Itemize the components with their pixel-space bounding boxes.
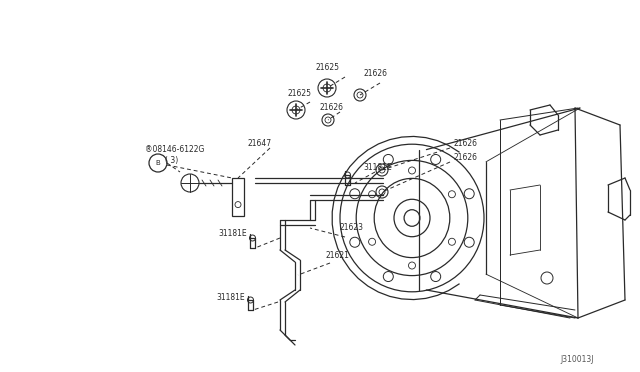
Text: 21626: 21626 [453, 153, 477, 161]
Text: 31181E: 31181E [216, 294, 244, 302]
Text: J310013J: J310013J [560, 356, 593, 365]
Text: B: B [156, 160, 161, 166]
Text: 21647: 21647 [248, 138, 272, 148]
Text: 21621: 21621 [325, 250, 349, 260]
Text: ®08146-6122G: ®08146-6122G [145, 145, 204, 154]
Text: 21623: 21623 [340, 224, 364, 232]
Text: 31181E: 31181E [363, 163, 392, 171]
Text: 21626: 21626 [320, 103, 344, 112]
Text: 21626: 21626 [453, 138, 477, 148]
Text: 21625: 21625 [316, 64, 340, 73]
Text: 31181E: 31181E [218, 228, 246, 237]
Text: 21626: 21626 [363, 70, 387, 78]
Text: 21625: 21625 [288, 89, 312, 97]
Text: ( 3): ( 3) [165, 155, 179, 164]
